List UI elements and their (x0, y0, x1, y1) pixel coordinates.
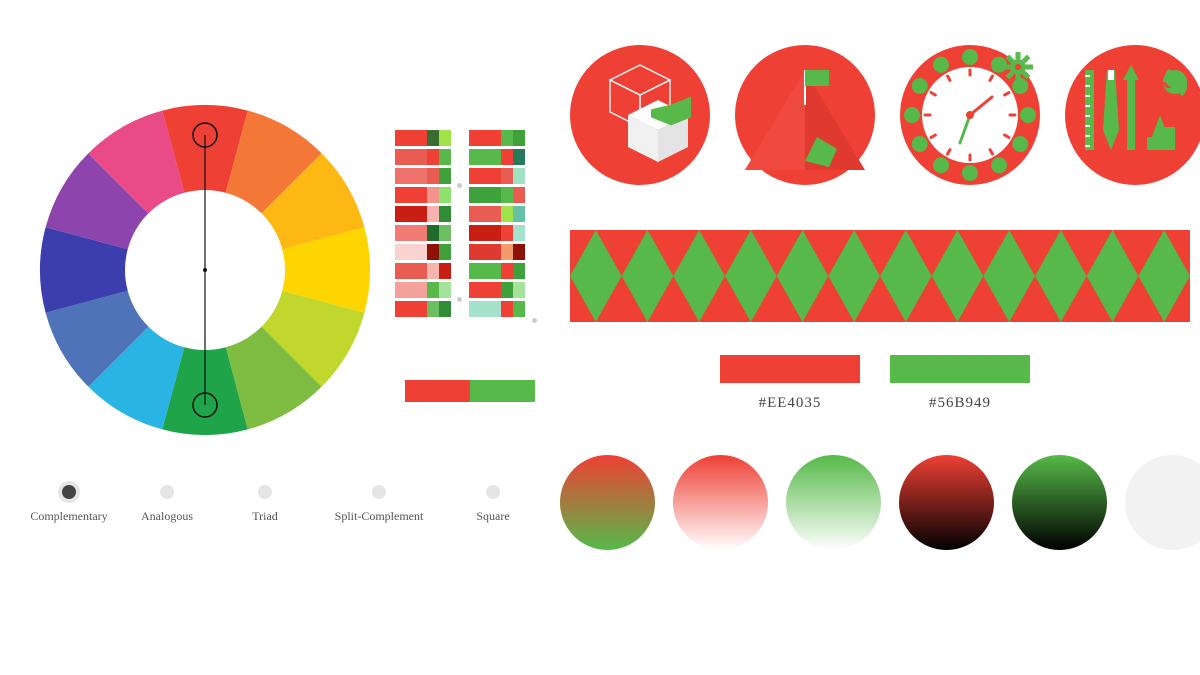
primary-swatch[interactable] (405, 380, 470, 402)
palette-row[interactable] (469, 168, 525, 184)
harmony-mode-label: Analogous (141, 509, 193, 523)
palette-row[interactable] (469, 149, 525, 165)
example-icon-badges (570, 45, 1200, 185)
palette-row[interactable] (395, 301, 451, 317)
example-badge-cube (570, 45, 710, 185)
harmony-mode-analogous[interactable]: Analogous (118, 485, 216, 524)
harmony-mode-label: Complementary (30, 509, 107, 523)
color-wheel[interactable] (35, 100, 375, 440)
radio-dot-icon (486, 485, 500, 499)
harmony-mode-selector: Complementary Analogous Triad Split-Complem… (20, 485, 542, 524)
gradient-sample[interactable] (1125, 455, 1200, 550)
hex-swatch-row: #EE4035 #56B949 (720, 355, 1030, 412)
example-badge-flag (735, 45, 875, 185)
gradient-sample[interactable] (899, 455, 994, 550)
palette-row[interactable] (395, 263, 451, 279)
harmony-mode-split-complement[interactable]: Split-Complement (314, 485, 444, 524)
gradient-sample[interactable] (673, 455, 768, 550)
harmony-mode-complementary[interactable]: Complementary (20, 485, 118, 524)
palette-marker-icon (457, 183, 462, 188)
gradient-sample[interactable] (560, 455, 655, 550)
palette-row[interactable] (395, 168, 451, 184)
example-badge-tools (1065, 45, 1200, 185)
radio-dot-icon (372, 485, 386, 499)
selected-pair-swatches (405, 380, 535, 402)
harmony-mode-label: Triad (252, 509, 278, 523)
flag-icon (735, 45, 875, 185)
palette-row[interactable] (469, 206, 525, 222)
harmony-mode-label: Square (476, 509, 509, 523)
palette-variations (395, 130, 525, 317)
palette-row[interactable] (469, 301, 525, 317)
palette-marker-icon (457, 297, 462, 302)
palette-row[interactable] (395, 282, 451, 298)
radio-dot-icon (62, 485, 76, 499)
gradient-sample[interactable] (786, 455, 881, 550)
hex-swatch-secondary[interactable]: #56B949 (890, 355, 1030, 412)
harmony-mode-triad[interactable]: Triad (216, 485, 314, 524)
palette-row[interactable] (395, 206, 451, 222)
palette-row[interactable] (395, 130, 451, 146)
tools-icon (1065, 45, 1200, 185)
cube-icon (570, 45, 710, 185)
gradient-sample[interactable] (1012, 455, 1107, 550)
palette-row[interactable] (395, 149, 451, 165)
example-badge-clock (900, 45, 1040, 185)
palette-row[interactable] (469, 187, 525, 203)
hex-swatch-primary[interactable]: #EE4035 (720, 355, 860, 412)
pattern-strip (570, 230, 1190, 322)
clock-icon (900, 45, 1040, 185)
harmony-mode-label: Split-Complement (335, 509, 424, 523)
radio-dot-icon (258, 485, 272, 499)
palette-marker-icon (532, 318, 537, 323)
gradient-samples (560, 455, 1200, 550)
palette-row[interactable] (395, 244, 451, 260)
secondary-swatch[interactable] (470, 380, 535, 402)
harmony-mode-square[interactable]: Square (444, 485, 542, 524)
palette-row[interactable] (469, 282, 525, 298)
palette-row[interactable] (395, 225, 451, 241)
hex-label: #EE4035 (720, 395, 860, 412)
palette-row[interactable] (469, 130, 525, 146)
palette-row[interactable] (469, 225, 525, 241)
hex-label: #56B949 (890, 395, 1030, 412)
palette-row[interactable] (469, 263, 525, 279)
palette-row[interactable] (469, 244, 525, 260)
radio-dot-icon (160, 485, 174, 499)
palette-row[interactable] (395, 187, 451, 203)
